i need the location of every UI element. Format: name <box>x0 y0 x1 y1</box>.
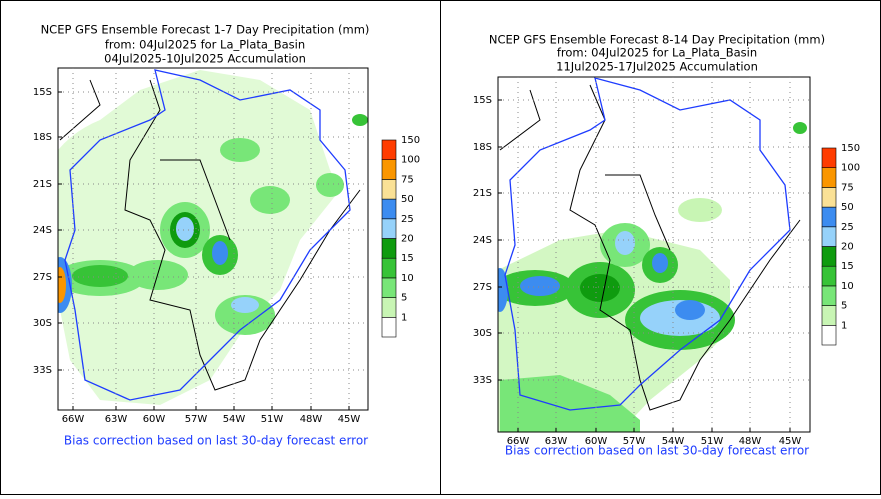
title-line: 04Jul2025-10Jul2025 Accumulation <box>104 52 306 66</box>
lat-label: 33S <box>473 375 492 386</box>
colorbar-box <box>381 159 397 180</box>
colorbar-box <box>821 167 837 188</box>
lon-label: 63W <box>545 436 568 447</box>
colorbar-box <box>821 206 837 228</box>
colorbar-label: 20 <box>401 234 414 245</box>
lat-label: 27S <box>473 282 492 293</box>
colorbar-label: 150 <box>401 135 420 146</box>
colorbar-label: 50 <box>841 202 854 213</box>
colorbar-label: 20 <box>841 242 854 253</box>
lat-label: 27S <box>33 272 52 283</box>
colorbar-box <box>821 246 837 267</box>
lon-label: 57W <box>623 436 646 447</box>
colorbar-box <box>821 324 837 346</box>
lat-label: 18S <box>33 132 52 143</box>
title-line: NCEP GFS Ensemble Forecast 1-7 Day Preci… <box>41 23 370 37</box>
colorbar-box <box>381 179 397 200</box>
colorbar-label: 10 <box>841 281 854 292</box>
lat-label: 30S <box>473 328 492 339</box>
colorbar-box <box>381 316 397 338</box>
lon-label: 60W <box>585 436 608 447</box>
lat-label: 15S <box>33 87 52 98</box>
colorbar-box <box>381 198 397 220</box>
colorbar-box <box>821 147 837 169</box>
lat-label: 24S <box>33 225 52 236</box>
colorbar-label: 75 <box>841 182 854 193</box>
colorbar-label: 75 <box>401 174 414 185</box>
colorbar-box <box>821 265 837 287</box>
colorbar-label: 25 <box>841 222 854 233</box>
colorbar-box <box>381 238 397 259</box>
colorbar-label: 100 <box>401 155 420 166</box>
colorbar-label: 10 <box>401 273 414 284</box>
lon-label: 66W <box>507 436 530 447</box>
title-line: NCEP GFS Ensemble Forecast 8-14 Day Prec… <box>489 33 825 47</box>
colorbar-label: 150 <box>841 143 860 154</box>
colorbar-label: 15 <box>401 253 414 264</box>
colorbar-box <box>821 305 837 326</box>
map-field <box>498 77 807 432</box>
lat-label: 18S <box>473 142 492 153</box>
map-frame <box>57 67 369 411</box>
colorbar-box <box>381 297 397 318</box>
lon-label: 51W <box>261 414 284 425</box>
colorbar-box <box>381 257 397 279</box>
lon-label: 63W <box>105 414 128 425</box>
lon-label: 45W <box>338 414 361 425</box>
lat-label: 21S <box>473 188 492 199</box>
colorbar-box <box>821 285 837 306</box>
colorbar-label: 15 <box>841 261 854 272</box>
colorbar-label: 5 <box>841 301 847 312</box>
colorbar-box <box>821 187 837 208</box>
lon-label: 54W <box>223 414 246 425</box>
colorbar-box <box>821 226 837 247</box>
map-field <box>58 69 368 405</box>
lon-label: 60W <box>143 414 166 425</box>
colorbar-label: 5 <box>401 293 407 304</box>
lon-label: 57W <box>185 414 208 425</box>
colorbar-box <box>381 139 397 161</box>
lat-label: 24S <box>473 235 492 246</box>
lon-label: 51W <box>701 436 724 447</box>
colorbar-label: 1 <box>401 312 407 323</box>
lon-label: 66W <box>62 414 85 425</box>
lon-label: 45W <box>779 436 802 447</box>
lon-label: 48W <box>300 414 323 425</box>
lon-label: 54W <box>662 436 685 447</box>
colorbar-label: 50 <box>401 194 414 205</box>
colorbar-box <box>381 277 397 298</box>
lon-label: 48W <box>739 436 762 447</box>
footnote: Bias correction based on last 30-day for… <box>64 434 368 448</box>
lat-label: 33S <box>33 365 52 376</box>
lat-label: 30S <box>33 318 52 329</box>
lat-label: 15S <box>473 95 492 106</box>
title-line: from: 04Jul2025 for La_Plata_Basin <box>105 38 305 52</box>
colorbar-label: 25 <box>401 214 414 225</box>
colorbar-label: 100 <box>841 163 860 174</box>
title-line: from: 04Jul2025 for La_Plata_Basin <box>557 46 757 60</box>
lat-label: 21S <box>33 179 52 190</box>
colorbar-box <box>381 218 397 239</box>
title-line: 11Jul2025-17Jul2025 Accumulation <box>556 60 758 74</box>
map-frame <box>497 76 811 433</box>
footnote: Bias correction based on last 30-day for… <box>505 444 809 458</box>
colorbar-label: 1 <box>841 320 847 331</box>
